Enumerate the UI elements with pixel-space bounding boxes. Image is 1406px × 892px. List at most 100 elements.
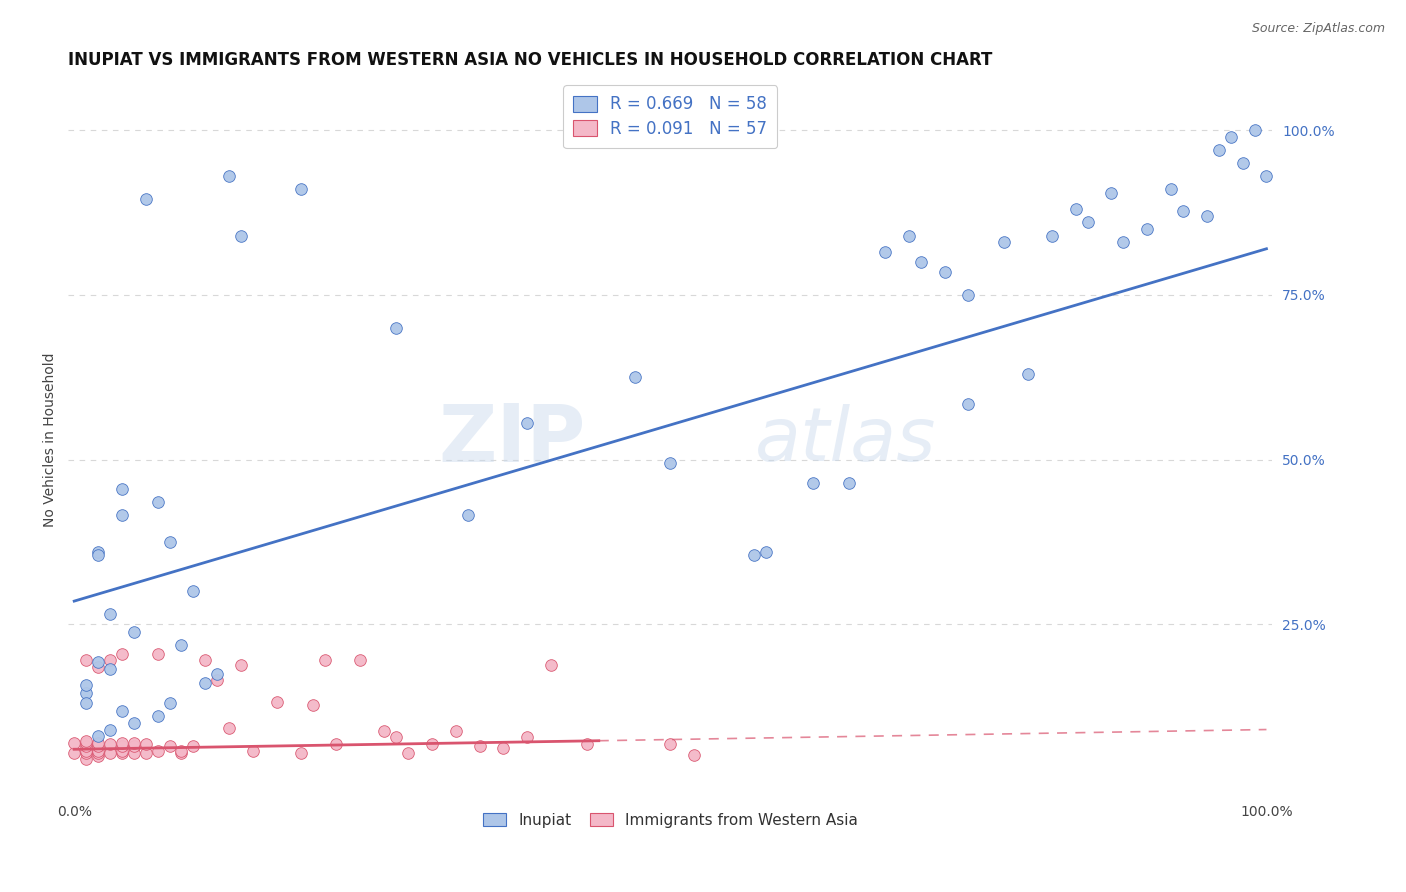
Text: ZIP: ZIP xyxy=(439,401,586,479)
Point xyxy=(87,729,110,743)
Point xyxy=(170,743,193,757)
Point xyxy=(75,746,97,760)
Point xyxy=(98,746,121,760)
Point xyxy=(207,673,229,687)
Point xyxy=(159,534,181,549)
Point xyxy=(1219,129,1241,144)
Point xyxy=(934,265,956,279)
Point xyxy=(135,193,157,207)
Point xyxy=(373,723,395,738)
Point xyxy=(385,731,408,745)
Point xyxy=(87,743,110,757)
Point xyxy=(957,396,980,410)
Point xyxy=(111,746,134,760)
Point xyxy=(87,545,110,559)
Point xyxy=(838,475,860,490)
Point xyxy=(170,746,193,760)
Point xyxy=(75,743,97,757)
Text: atlas: atlas xyxy=(755,404,936,475)
Point xyxy=(122,746,145,760)
Point xyxy=(229,228,252,243)
Point xyxy=(659,456,682,470)
Point xyxy=(63,736,86,750)
Point xyxy=(87,656,110,670)
Point xyxy=(957,288,980,302)
Point xyxy=(1136,222,1159,236)
Point xyxy=(75,678,97,692)
Point xyxy=(111,482,134,496)
Point xyxy=(87,748,110,763)
Point xyxy=(63,746,86,760)
Point xyxy=(1208,143,1230,157)
Point xyxy=(75,752,97,766)
Point xyxy=(444,723,467,738)
Point xyxy=(146,709,169,723)
Point xyxy=(516,731,538,745)
Point xyxy=(290,746,312,760)
Point xyxy=(742,548,765,562)
Point xyxy=(122,739,145,753)
Point xyxy=(1017,367,1039,381)
Point xyxy=(146,647,169,661)
Point xyxy=(218,721,240,735)
Point xyxy=(159,739,181,753)
Point xyxy=(218,169,240,184)
Point xyxy=(683,747,706,762)
Point xyxy=(396,746,419,760)
Text: INUPIAT VS IMMIGRANTS FROM WESTERN ASIA NO VEHICLES IN HOUSEHOLD CORRELATION CHA: INUPIAT VS IMMIGRANTS FROM WESTERN ASIA … xyxy=(69,51,993,69)
Point xyxy=(111,508,134,523)
Point xyxy=(314,653,336,667)
Point xyxy=(135,746,157,760)
Point xyxy=(135,737,157,751)
Point xyxy=(1040,228,1063,243)
Point xyxy=(98,653,121,667)
Point xyxy=(75,739,97,753)
Point xyxy=(1101,186,1123,200)
Point xyxy=(75,686,97,700)
Point xyxy=(325,737,347,751)
Point xyxy=(111,647,134,661)
Point xyxy=(75,736,97,750)
Point xyxy=(87,660,110,674)
Point xyxy=(87,736,110,750)
Point xyxy=(993,235,1015,250)
Point xyxy=(98,662,121,676)
Point xyxy=(122,715,145,730)
Point xyxy=(385,320,408,334)
Point xyxy=(75,734,97,748)
Point xyxy=(194,653,217,667)
Point xyxy=(266,695,288,709)
Point xyxy=(349,653,371,667)
Point xyxy=(910,255,932,269)
Point xyxy=(111,739,134,753)
Point xyxy=(122,736,145,750)
Point xyxy=(229,658,252,673)
Point xyxy=(111,743,134,757)
Point xyxy=(87,739,110,753)
Point xyxy=(170,638,193,652)
Point xyxy=(301,698,323,712)
Point xyxy=(1112,235,1135,250)
Point xyxy=(468,739,491,753)
Point xyxy=(659,737,682,751)
Point xyxy=(98,607,121,622)
Point xyxy=(98,737,121,751)
Point xyxy=(457,508,479,523)
Point xyxy=(87,548,110,562)
Point xyxy=(1232,156,1254,170)
Point xyxy=(540,658,562,673)
Point xyxy=(1077,215,1099,229)
Point xyxy=(1195,209,1218,223)
Point xyxy=(98,723,121,737)
Point xyxy=(1064,202,1087,217)
Point xyxy=(75,696,97,710)
Point xyxy=(75,653,97,667)
Point xyxy=(623,370,645,384)
Point xyxy=(183,584,205,599)
Point xyxy=(159,696,181,710)
Point xyxy=(183,739,205,753)
Text: Source: ZipAtlas.com: Source: ZipAtlas.com xyxy=(1251,22,1385,36)
Point xyxy=(146,743,169,757)
Point xyxy=(755,545,778,559)
Point xyxy=(146,495,169,509)
